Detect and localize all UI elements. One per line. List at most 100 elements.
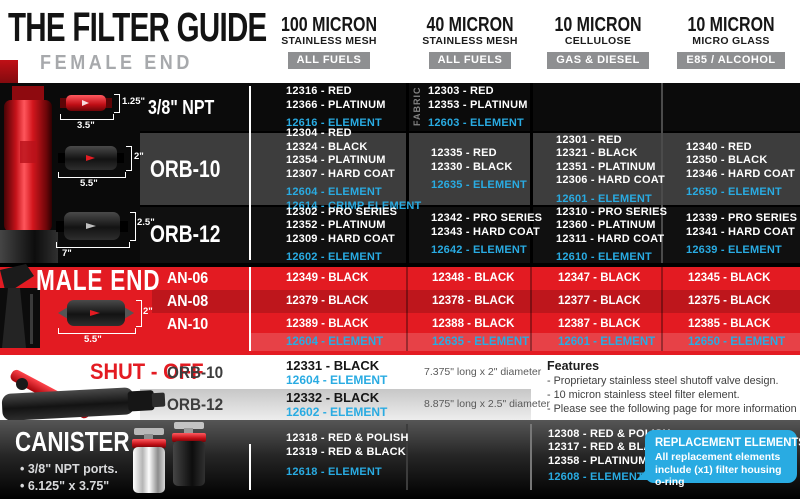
length-dim-label: 5.5" xyxy=(84,334,102,345)
part-numbers: 12301 - RED 12321 - BLACK 12351 - PLATINUM… xyxy=(556,133,665,187)
column-media-label: MICRO GLASS xyxy=(692,35,770,47)
part-cell-npt-100micron: 12316 - RED 12366 - PLATINUM 12616 - ELEM… xyxy=(286,83,386,133)
npt-filter-thumbnail xyxy=(60,95,112,111)
part-cell-npt-40micron: 12303 - RED 12353 - PLATINUM 12603 - ELEM… xyxy=(428,83,528,133)
section-divider xyxy=(0,263,800,267)
section-subtitle-female-end: FEMALE END xyxy=(40,52,193,74)
diameter-dim-label: 2" xyxy=(143,306,153,317)
column-header-40-micron: 40 MICRON STAINLESS MESH ALL FUELS xyxy=(399,14,541,69)
part-an10-cellulose: 12387 - BLACK xyxy=(558,318,641,330)
length-dim-label: 5.5" xyxy=(80,178,98,189)
column-media-label: CELLULOSE xyxy=(564,35,632,47)
column-micron-label: 10 MICRON xyxy=(687,14,775,36)
column-micron-label: 100 MICRON xyxy=(280,14,378,36)
length-dim-bracket xyxy=(58,328,136,334)
element-male-microglass: 12650 - ELEMENT xyxy=(688,336,786,348)
part-cell-orb12-cellulose: 12310 - PRO SERIES 12360 - PLATINUM 12311 … xyxy=(556,205,668,264)
column-media-label: STAINLESS MESH xyxy=(281,35,377,47)
label-column-divider xyxy=(249,86,251,260)
part-an08-40micron: 12378 - BLACK xyxy=(432,295,515,307)
part-number: 12331 - BLACK xyxy=(286,358,380,373)
shutoff-orb10-size: 7.375" long x 2" diameter xyxy=(424,366,542,378)
element-male-40micron: 12635 - ELEMENT xyxy=(432,336,530,348)
features-block: Features - Proprietary stainless steel s… xyxy=(547,358,797,417)
features-list: - Proprietary stainless steel shutoff va… xyxy=(547,375,797,416)
an08-row-band xyxy=(152,290,800,313)
label-column-divider xyxy=(249,267,251,351)
callout-title: REPLACEMENT ELEMENTS xyxy=(655,435,800,449)
replacement-elements-callout: REPLACEMENT ELEMENTS All replacement ele… xyxy=(636,430,800,488)
length-dim-bracket xyxy=(60,114,114,120)
element-numbers: 12642 - ELEMENT xyxy=(431,244,527,257)
element-numbers: 12608 - ELEMENT xyxy=(548,471,644,483)
element-numbers: 12603 - ELEMENT xyxy=(428,117,524,130)
element-numbers: 12601 - ELEMENT xyxy=(556,192,652,205)
shutoff-valve-product-photo xyxy=(1,369,166,421)
part-cell-shutoff-orb12: 12332 - BLACK 12602 - ELEMENT xyxy=(286,389,387,420)
column-header-100-micron: 100 MICRON STAINLESS MESH ALL FUELS xyxy=(258,14,400,69)
canister-product-photos xyxy=(132,422,206,493)
element-numbers: 12618 - ELEMENT xyxy=(286,466,382,479)
part-numbers: 12342 - PRO SERIES 12343 - HARD COAT xyxy=(431,212,543,238)
shutoff-orb12-size: 8.875" long x 2.5" diameter xyxy=(424,398,550,410)
element-number: 12604 - ELEMENT xyxy=(286,373,388,387)
part-cell-orb12-microglass: 12339 - PRO SERIES 12341 - HARD COAT 1263… xyxy=(686,207,797,263)
column-divider xyxy=(530,83,533,263)
element-numbers: 12602 - ELEMENT xyxy=(286,251,382,263)
part-numbers: 12316 - RED 12366 - PLATINUM xyxy=(286,85,386,111)
canister-title: CANISTER xyxy=(15,426,130,457)
male-end-section xyxy=(0,263,800,355)
element-numbers: 12639 - ELEMENT xyxy=(686,244,782,257)
part-numbers: 12303 - RED 12353 - PLATINUM xyxy=(428,85,528,111)
part-number: 12332 - BLACK xyxy=(286,390,380,405)
part-cell-orb12-40micron: 12342 - PRO SERIES 12343 - HARD COAT 1264… xyxy=(431,207,542,263)
diameter-dim-label: 1.25" xyxy=(122,96,145,107)
element-numbers: 12610 - ELEMENT xyxy=(556,251,652,263)
part-numbers: 12339 - PRO SERIES 12341 - HARD COAT xyxy=(686,212,798,238)
length-dim-label: 7" xyxy=(62,248,72,259)
diameter-dim-bracket xyxy=(126,146,132,171)
diameter-dim-label: 2.5" xyxy=(137,217,155,228)
part-cell-orb12-100micron: 12302 - PRO SERIES 12352 - PLATINUM 12309 … xyxy=(286,205,398,264)
row-label-orb10: ORB-10 xyxy=(150,156,221,183)
element-male-100micron: 12604 - ELEMENT xyxy=(286,336,384,348)
column-header-10-micron-micro-glass: 10 MICRON MICRO GLASS E85 / ALCOHOL xyxy=(660,14,800,69)
column-divider xyxy=(661,267,663,351)
part-numbers: 12310 - PRO SERIES 12360 - PLATINUM 12311 … xyxy=(556,205,668,245)
features-title: Features xyxy=(547,359,600,373)
part-numbers: 12308 - RED & POLISH 12317 - RED & BLACK 1… xyxy=(548,427,671,467)
part-cell-orb10-100micron: 12304 - RED 12324 - BLACK 12354 - PLATINUM… xyxy=(286,127,421,212)
part-an08-100micron: 12379 - BLACK xyxy=(286,295,369,307)
fuel-badge: ALL FUELS xyxy=(428,52,512,69)
part-an08-cellulose: 12377 - BLACK xyxy=(558,295,641,307)
canister-specs: • 3/8" NPT ports. • 6.125" x 3.75" xyxy=(20,462,118,493)
element-numbers: 12635 - ELEMENT xyxy=(431,179,527,192)
part-cell-shutoff-orb10: 12331 - BLACK 12604 - ELEMENT xyxy=(286,356,387,389)
row-divider xyxy=(140,205,800,207)
male-fitting-product-photo xyxy=(0,264,40,348)
male-end-title: MALE END xyxy=(36,265,161,297)
part-numbers: 12302 - PRO SERIES 12352 - PLATINUM 12309 … xyxy=(286,205,398,245)
column-media-label: STAINLESS MESH xyxy=(422,35,518,47)
part-an10-40micron: 12388 - BLACK xyxy=(432,318,515,330)
diameter-dim-bracket xyxy=(114,94,120,113)
shutoff-orb12-band xyxy=(140,389,531,420)
column-micron-label: 40 MICRON xyxy=(426,14,514,36)
red-filter-photo-edge xyxy=(0,60,18,85)
part-numbers: 12340 - RED 12350 - BLACK 12346 - HARD COA… xyxy=(686,140,795,180)
element-male-cellulose: 12601 - ELEMENT xyxy=(558,336,656,348)
fuel-badge: ALL FUELS xyxy=(287,52,371,69)
row-label-an10: AN-10 xyxy=(167,316,209,333)
column-divider xyxy=(530,267,532,351)
column-divider xyxy=(406,83,409,263)
part-an08-microglass: 12375 - BLACK xyxy=(688,295,771,307)
orb10-filter-thumbnail xyxy=(58,146,124,170)
part-numbers: 12335 - RED 12330 - BLACK xyxy=(431,147,513,173)
column-divider xyxy=(530,424,532,490)
orb12-filter-thumbnail xyxy=(56,212,128,240)
male-element-row-band xyxy=(250,333,800,351)
element-number: 12602 - ELEMENT xyxy=(286,405,388,419)
element-numbers: 12616 - ELEMENT xyxy=(286,117,382,130)
column-divider xyxy=(406,424,408,490)
